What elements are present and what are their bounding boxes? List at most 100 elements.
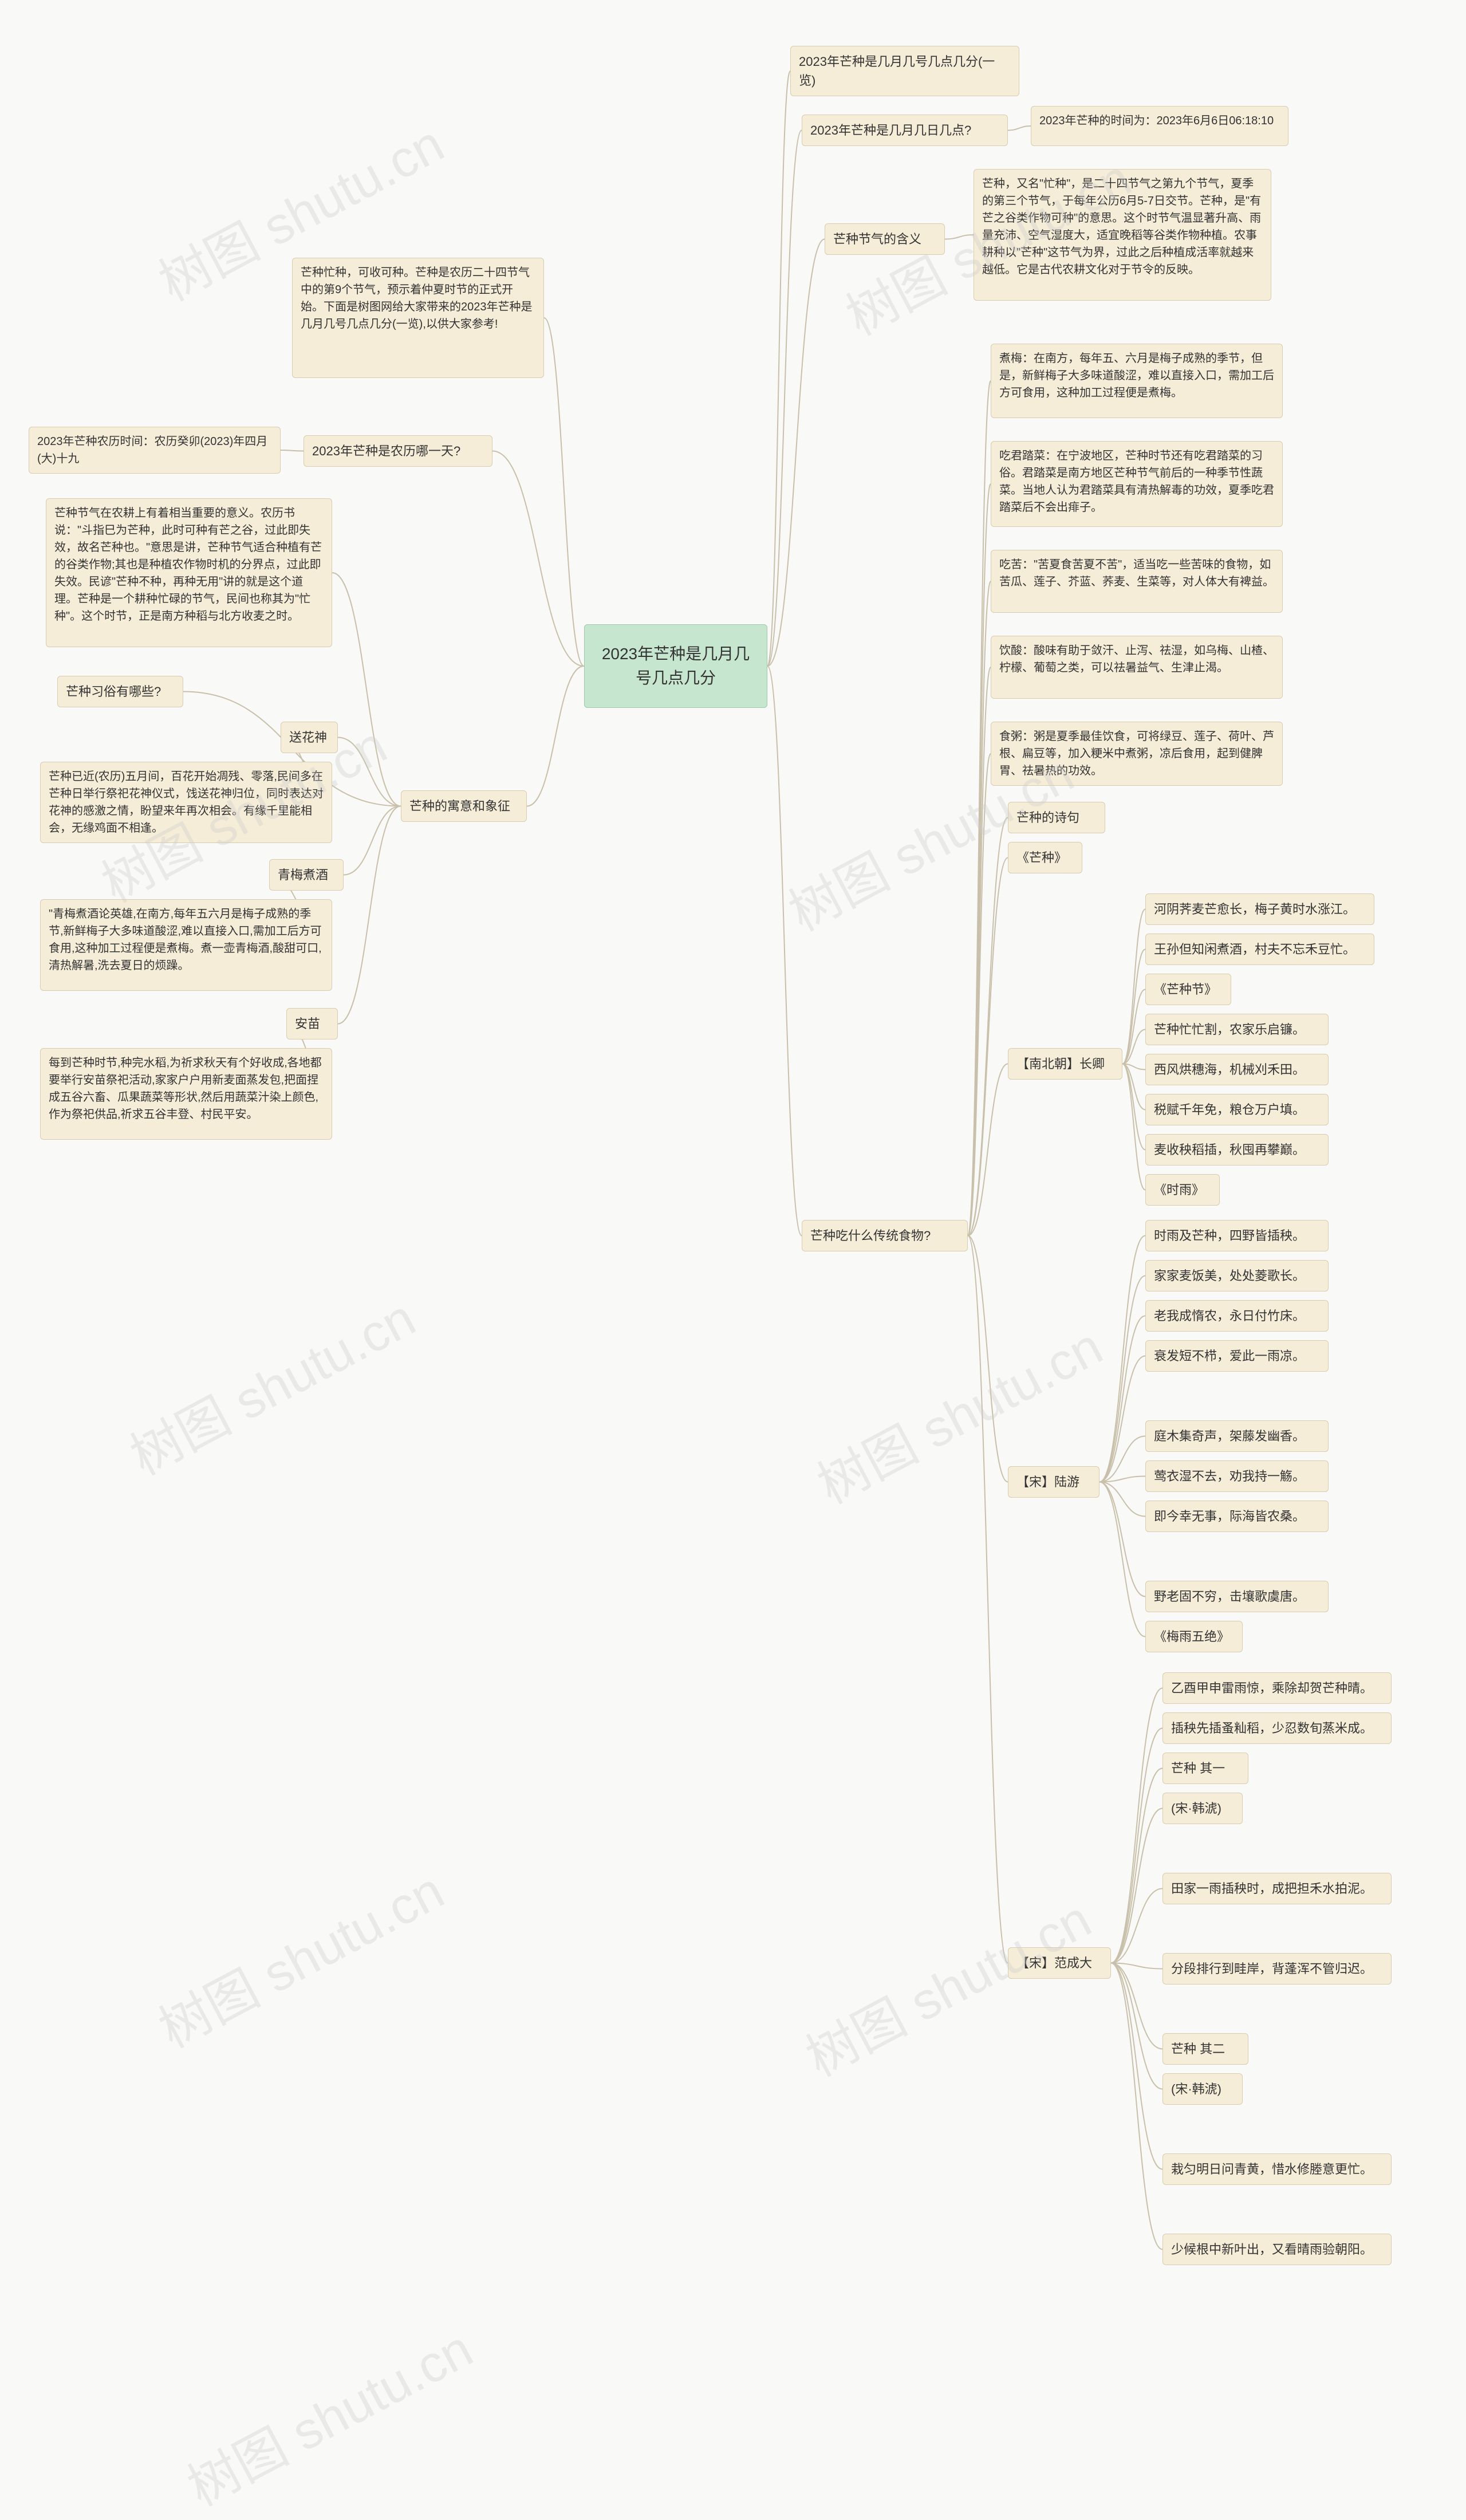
node-label: 衰发短不栉，爱此一雨凉。 — [1154, 1349, 1305, 1363]
node-label: 青梅煮酒 — [278, 868, 328, 882]
mindmap-node[interactable]: 芒种已近(农历)五月间，百花开始凋残、零落,民间多在芒种日举行祭祀花神仪式，饯送… — [40, 762, 332, 843]
mindmap-node[interactable]: 煮梅：在南方，每年五、六月是梅子成熟的季节，但是，新鲜梅子大多味道酸涩，难以直接… — [991, 344, 1283, 418]
mindmap-node[interactable]: 送花神 — [281, 722, 338, 753]
connector-line — [1122, 950, 1145, 1064]
mindmap-node[interactable]: 《芒种》 — [1008, 842, 1082, 873]
connector-line — [1111, 1963, 1162, 2169]
connector-line — [1122, 1030, 1145, 1064]
mindmap-node[interactable]: (宋·韩淲) — [1162, 1793, 1243, 1824]
mindmap-node[interactable]: 芒种的诗句 — [1008, 802, 1105, 833]
node-label: 芒种，又名"忙种"，是二十四节气之第九个节气，夏季的第三个节气，于每年公历6月5… — [982, 178, 1261, 276]
mindmap-node[interactable]: 芒种吃什么传统食物? — [802, 1220, 968, 1251]
mindmap-node[interactable]: 麦收秧稻插，秋囤再攀巅。 — [1145, 1134, 1329, 1166]
mindmap-node[interactable]: 吃苦："苦夏食苦夏不苦"，适当吃一些苦味的食物，如苦瓜、莲子、芥蓝、荞麦、生菜等… — [991, 550, 1283, 613]
mindmap-node[interactable]: 庭木集奇声，架藤发幽香。 — [1145, 1420, 1329, 1452]
mindmap-node[interactable]: 2023年芒种是农历哪一天? — [304, 435, 492, 467]
node-label: 【宋】范成大 — [1016, 1956, 1092, 1970]
connector-line — [968, 381, 991, 1236]
mindmap-node[interactable]: 2023年芒种农历时间：农历癸卯(2023)年四月(大)十九 — [29, 427, 281, 474]
connector-line — [968, 818, 1008, 1236]
mindmap-node[interactable]: 安苗 — [286, 1008, 338, 1040]
mindmap-node[interactable]: 芒种节气的含义 — [825, 223, 945, 255]
mindmap-node[interactable]: 西风烘穗海，机械刈禾田。 — [1145, 1054, 1329, 1085]
mindmap-node[interactable]: 2023年芒种是几月几日几点? — [802, 115, 1008, 146]
node-label: 插秧先插蚤籼稻，少忍数旬蒸米成。 — [1171, 1721, 1373, 1735]
mindmap-node[interactable]: 芒种 其二 — [1162, 2033, 1248, 2065]
node-label: (宋·韩淲) — [1171, 2082, 1221, 2096]
mindmap-node[interactable]: 食粥：粥是夏季最佳饮食，可将绿豆、莲子、荷叶、芦根、扁豆等，加入粳米中煮粥，凉后… — [991, 722, 1283, 786]
connector-line — [1008, 126, 1031, 131]
mindmap-node[interactable]: 芒种习俗有哪些? — [57, 676, 183, 707]
connector-line — [1111, 1963, 1162, 1969]
mindmap-node[interactable]: 乙酉甲申雷雨惊，乘除却贺芒种晴。 — [1162, 1672, 1392, 1704]
connector-line — [1111, 1809, 1162, 1963]
connector-line — [1122, 1064, 1145, 1070]
mindmap-node[interactable]: 少候根中新叶出，又看晴雨验朝阳。 — [1162, 2234, 1392, 2265]
mindmap-node[interactable]: "青梅煮酒论英雄,在南方,每年五六月是梅子成熟的季节,新鲜梅子大多味道酸涩,难以… — [40, 899, 332, 991]
mindmap-node[interactable]: 河阴荠麦芒愈长，梅子黄时水涨江。 — [1145, 893, 1374, 925]
connector-line — [1111, 1963, 1162, 2089]
mindmap-node[interactable]: 家家麦饭美，处处菱歌长。 — [1145, 1260, 1329, 1292]
mindmap-node[interactable]: 老我成惰农，永日付竹床。 — [1145, 1300, 1329, 1332]
connector-line — [544, 318, 584, 666]
node-label: 《芒种节》 — [1154, 982, 1217, 997]
mindmap-node[interactable]: 2023年芒种是几月几号几点几分 — [584, 624, 767, 708]
connector-line — [1111, 1963, 1162, 2250]
node-label: 2023年芒种的时间为：2023年6月6日06:18:10 — [1039, 115, 1274, 127]
mindmap-node[interactable]: 芒种，又名"忙种"，是二十四节气之第九个节气，夏季的第三个节气，于每年公历6月5… — [974, 169, 1271, 301]
mindmap-node[interactable]: 吃君踏菜：在宁波地区，芒种时节还有吃君踏菜的习俗。君踏菜是南方地区芒种节气前后的… — [991, 441, 1283, 527]
mindmap-node[interactable]: 【宋】陆游 — [1008, 1466, 1100, 1498]
mindmap-node[interactable]: 2023年芒种的时间为：2023年6月6日06:18:10 — [1031, 106, 1288, 146]
mindmap-node[interactable]: 《时雨》 — [1145, 1174, 1220, 1206]
mindmap-node[interactable]: 每到芒种时节,种完水稻,为祈求秋天有个好收成,各地都要举行安苗祭祀活动,家家户户… — [40, 1048, 332, 1140]
mindmap-node[interactable]: 莺衣湿不去，劝我持一觞。 — [1145, 1460, 1329, 1492]
mindmap-node[interactable]: 栽匀明日问青黄，惜水修塍意更忙。 — [1162, 2153, 1392, 2185]
connector-line — [1122, 1064, 1145, 1110]
connector-line — [968, 484, 991, 1236]
mindmap-node[interactable]: 王孙但知闲煮酒，村夫不忘禾豆忙。 — [1145, 934, 1374, 965]
connector-line — [1122, 990, 1145, 1064]
mindmap-node[interactable]: 野老固不穷，击壤歌虞唐。 — [1145, 1581, 1329, 1612]
connector-line — [968, 581, 991, 1236]
mindmap-node[interactable]: 《梅雨五绝》 — [1145, 1621, 1243, 1652]
node-label: 【南北朝】长卿 — [1016, 1057, 1105, 1071]
mindmap-node[interactable]: 芒种的寓意和象征 — [401, 790, 527, 822]
mindmap-node[interactable]: 芒种忙忙割，农家乐启镰。 — [1145, 1014, 1329, 1045]
node-label: 王孙但知闲煮酒，村夫不忘禾豆忙。 — [1154, 942, 1355, 956]
mindmap-node[interactable]: 【宋】范成大 — [1008, 1947, 1111, 1979]
mindmap-node[interactable]: 分段排行到畦岸，背蓬浑不管归迟。 — [1162, 1953, 1392, 1984]
mindmap-node[interactable]: 田家一雨插秧时，成把担禾水拍泥。 — [1162, 1873, 1392, 1904]
connector-line — [1100, 1476, 1145, 1482]
connector-line — [1111, 1769, 1162, 1963]
mindmap-node[interactable]: 2023年芒种是几月几号几点几分(一览) — [790, 46, 1019, 96]
mindmap-node[interactable]: 税赋千年免，粮仓万户填。 — [1145, 1094, 1329, 1125]
mindmap-node[interactable]: 时雨及芒种，四野皆插秧。 — [1145, 1220, 1329, 1251]
node-label: 吃君踏菜：在宁波地区，芒种时节还有吃君踏菜的习俗。君踏菜是南方地区芒种节气前后的… — [999, 450, 1274, 514]
node-label: 芒种忙种，可收可种。芒种是农历二十四节气中的第9个节气，预示着仲夏时节的正式开始… — [301, 266, 533, 330]
mindmap-node[interactable]: 芒种节气在农耕上有着相当重要的意义。农历书说："斗指巳为芒种，此时可种有芒之谷，… — [46, 498, 332, 647]
connector-line — [1111, 1963, 1162, 2049]
node-label: 家家麦饭美，处处菱歌长。 — [1154, 1269, 1305, 1283]
mindmap-node[interactable]: 【南北朝】长卿 — [1008, 1048, 1122, 1080]
mindmap-node[interactable]: 芒种忙种，可收可种。芒种是农历二十四节气中的第9个节气，预示着仲夏时节的正式开始… — [292, 258, 544, 378]
connector-line — [1122, 1064, 1145, 1150]
mindmap-node[interactable]: 芒种 其一 — [1162, 1753, 1248, 1784]
connector-line — [767, 71, 790, 666]
mindmap-node[interactable]: 衰发短不栉，爱此一雨凉。 — [1145, 1340, 1329, 1372]
node-label: 煮梅：在南方，每年五、六月是梅子成熟的季节，但是，新鲜梅子大多味道酸涩，难以直接… — [999, 352, 1274, 399]
mindmap-node[interactable]: 饮酸：酸味有助于敛汗、止泻、祛湿，如乌梅、山楂、柠檬、葡萄之类，可以祛暑益气、生… — [991, 636, 1283, 699]
watermark: 树图 shutu.cn — [144, 1850, 454, 2062]
mindmap-node[interactable]: (宋·韩淲) — [1162, 2073, 1243, 2105]
connector-line — [344, 806, 401, 875]
node-label: 少候根中新叶出，又看晴雨验朝阳。 — [1171, 2242, 1373, 2257]
mindmap-node[interactable]: 插秧先插蚤籼稻，少忍数旬蒸米成。 — [1162, 1712, 1392, 1744]
mindmap-node[interactable]: 《芒种节》 — [1145, 974, 1231, 1005]
connector-line — [1100, 1482, 1145, 1517]
node-label: 2023年芒种是几月几号几点几分(一览) — [799, 54, 995, 88]
connector-line — [1111, 1889, 1162, 1963]
node-label: 河阴荠麦芒愈长，梅子黄时水涨江。 — [1154, 902, 1355, 916]
node-label: 西风烘穗海，机械刈禾田。 — [1154, 1062, 1305, 1077]
mindmap-node[interactable]: 即今幸无事，际海皆农桑。 — [1145, 1501, 1329, 1532]
mindmap-node[interactable]: 青梅煮酒 — [269, 859, 344, 891]
node-label: 每到芒种时节,种完水稻,为祈求秋天有个好收成,各地都要举行安苗祭祀活动,家家户户… — [49, 1057, 322, 1121]
